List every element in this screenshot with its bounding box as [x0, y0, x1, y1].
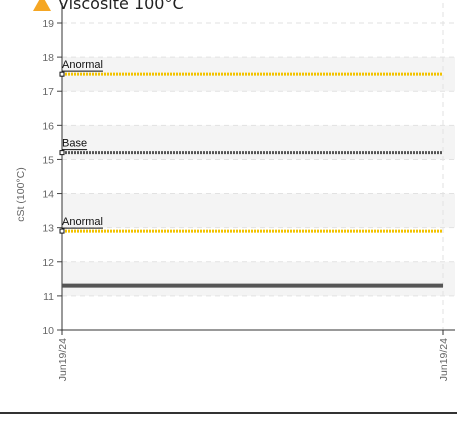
- y-tick-label: 10: [42, 325, 54, 337]
- y-tick-label: 13: [42, 223, 54, 235]
- grid-band: [62, 125, 455, 159]
- reference-label: Base: [62, 138, 87, 150]
- reference-label: Anormal: [62, 216, 103, 228]
- y-tick-label: 15: [42, 154, 54, 166]
- grid-band: [62, 262, 455, 296]
- y-tick-label: 14: [42, 189, 54, 201]
- y-tick-label: 12: [42, 257, 54, 269]
- y-axis-label: cSt (100°C): [15, 167, 27, 221]
- reference-marker: [60, 229, 64, 233]
- x-tick-label: Jun19/24: [57, 338, 69, 381]
- x-tick-label: Jun19/24: [438, 338, 450, 381]
- reference-marker: [60, 72, 64, 76]
- reference-marker: [60, 151, 64, 155]
- grid-band: [62, 194, 455, 228]
- y-tick-label: 11: [43, 291, 54, 303]
- y-tick-label: 16: [42, 120, 54, 132]
- bottom-divider: [0, 412, 457, 414]
- y-tick-label: 19: [42, 18, 54, 30]
- y-tick-label: 18: [42, 52, 54, 64]
- y-tick-label: 17: [42, 86, 54, 98]
- reference-label: Anormal: [62, 59, 103, 71]
